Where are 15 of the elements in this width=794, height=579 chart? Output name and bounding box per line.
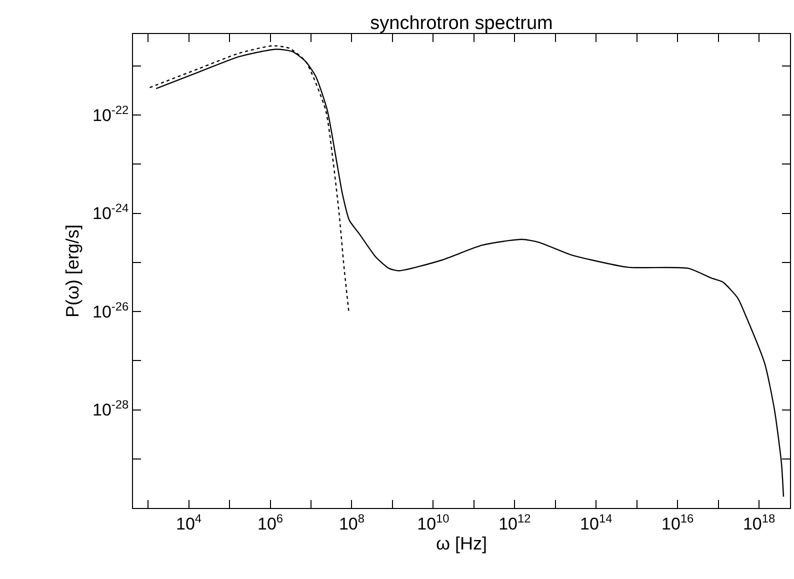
x-tick-label: 10$^{8}$ bbox=[338, 511, 365, 534]
x-tick-label: 10$^{4}$ bbox=[176, 511, 202, 534]
y-axis-title: P(ω) [erg/s] bbox=[62, 224, 83, 318]
x-axis-title: ω [Hz] bbox=[436, 534, 488, 554]
x-tick-label: 10$^{12}$ bbox=[498, 511, 532, 534]
chart-title: synchrotron spectrum bbox=[370, 13, 553, 34]
y-tick-label: 10$^{-22}$ bbox=[92, 102, 129, 126]
x-tick-label: 10$^{6}$ bbox=[257, 511, 284, 534]
y-tick-label: 10$^{-24}$ bbox=[92, 201, 129, 224]
x-tick-label: 10$^{16}$ bbox=[662, 511, 694, 534]
x-tick-label: 10$^{14}$ bbox=[580, 511, 613, 534]
y-tick-label: 10$^{-26}$ bbox=[92, 299, 129, 322]
y-tick-label: 10$^{-28}$ bbox=[92, 398, 129, 420]
x-tick-label: 10$^{18}$ bbox=[742, 511, 776, 534]
x-tick-label: 10$^{10}$ bbox=[417, 511, 450, 534]
